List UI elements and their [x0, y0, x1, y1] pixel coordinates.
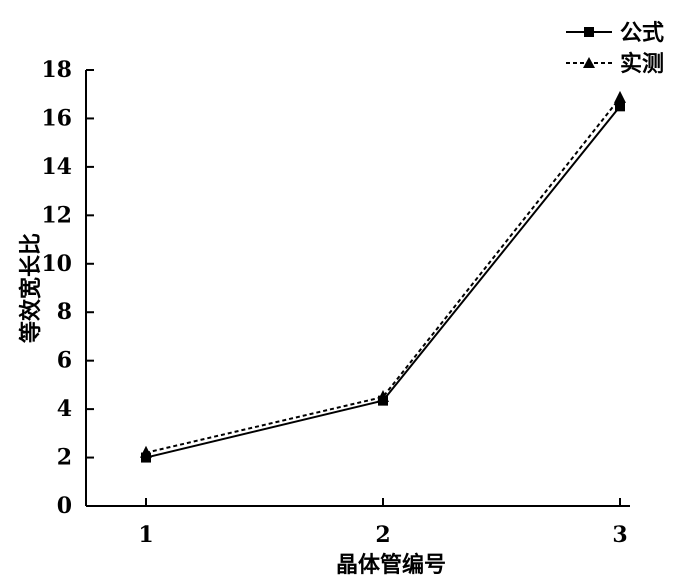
legend-marker-triangle	[583, 57, 595, 68]
y-tick-label-10: 10	[41, 251, 72, 277]
legend-label-formula: 公式	[620, 21, 664, 46]
legend-item-formula: 公式	[566, 21, 664, 46]
y-tick-label-2: 2	[57, 445, 72, 471]
axes	[85, 70, 630, 507]
y-tick-label-0: 0	[57, 493, 72, 519]
x-tick-label-2: 2	[375, 522, 390, 548]
y-tick-label-4: 4	[57, 396, 72, 422]
legend: 公式 实测	[566, 21, 664, 77]
point-series0-3	[615, 101, 625, 112]
y-tick-label-18: 18	[41, 57, 72, 83]
x-tick-label-3: 3	[612, 522, 627, 548]
y-tick-label-14: 14	[41, 154, 72, 180]
legend-item-measured: 实测	[566, 51, 664, 77]
point-series1-2	[377, 390, 389, 402]
y-ticks: 0 2 4 6 8 10 12 14 16 18	[41, 57, 94, 519]
y-axis-title: 等效宽长比	[18, 233, 44, 343]
y-tick-label-16: 16	[41, 105, 72, 131]
series-layer	[140, 90, 626, 463]
x-axis-title: 晶体管编号	[336, 552, 446, 578]
y-tick-label-6: 6	[57, 348, 72, 374]
y-tick-label-12: 12	[41, 202, 72, 228]
legend-marker-square	[584, 27, 594, 37]
x-ticks: 1 2 3	[138, 498, 628, 548]
point-series1-1	[140, 445, 152, 458]
y-tick-label-8: 8	[57, 299, 72, 325]
legend-label-measured: 实测	[620, 51, 664, 77]
series-line-1	[145, 97, 621, 454]
x-tick-label-1: 1	[138, 522, 153, 548]
point-series1-3	[614, 90, 626, 103]
